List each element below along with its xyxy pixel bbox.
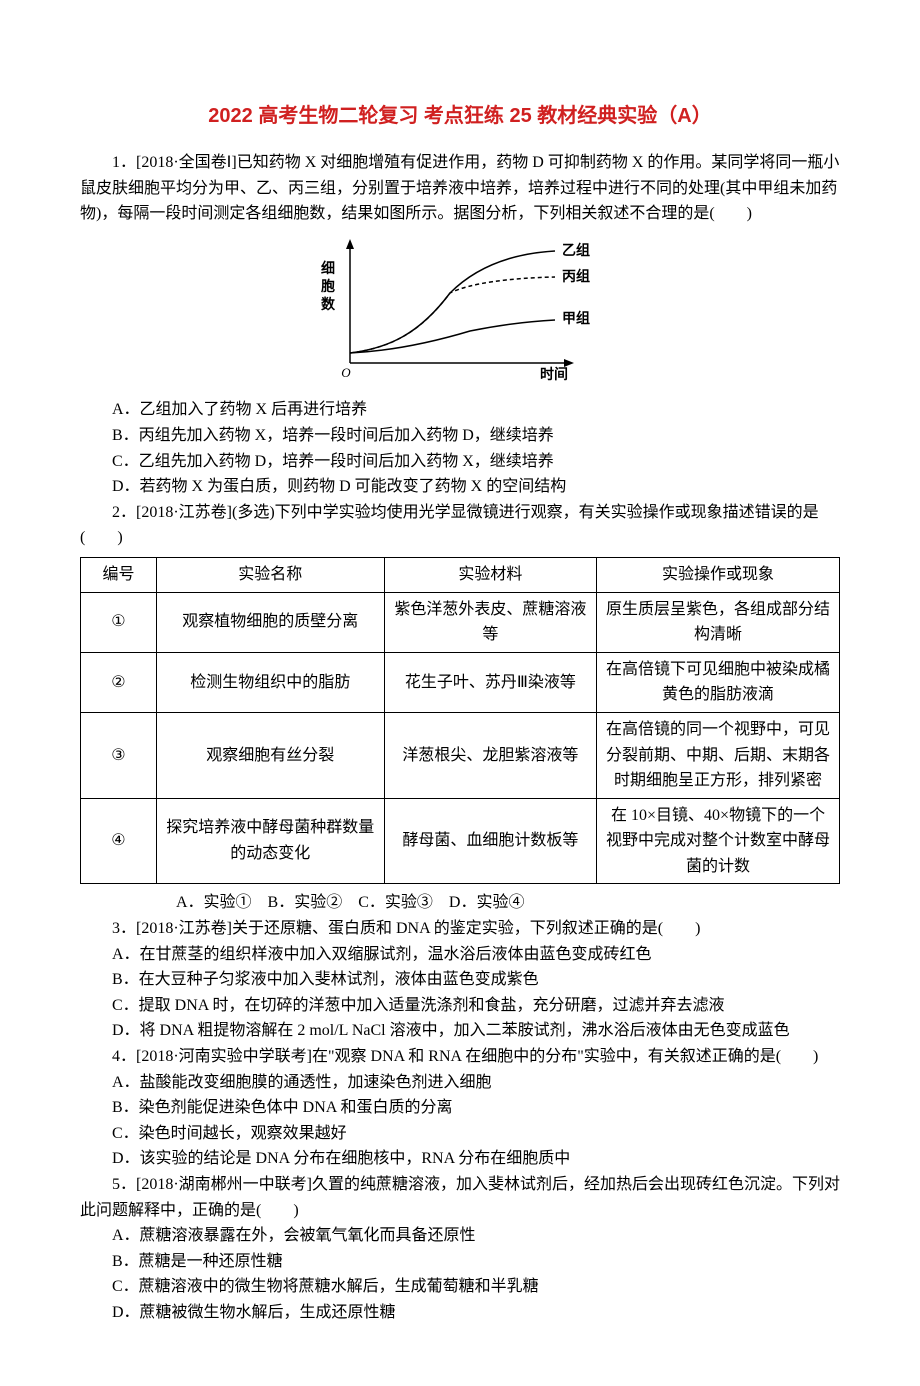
svg-text:胞: 胞: [320, 278, 335, 295]
q1-optC: C．乙组先加入药物 D，培养一段时间后加入药物 X，继续培养: [80, 449, 840, 475]
q1-chart: 细胞数 O 时间 乙组丙组甲组: [80, 233, 840, 392]
q5-stem: 5．[2018·湖南郴州一中联考]久置的纯蔗糖溶液，加入斐林试剂后，经加热后会出…: [80, 1172, 840, 1223]
q4-optC: C．染色时间越长，观察效果越好: [80, 1121, 840, 1147]
q4-optD: D．该实验的结论是 DNA 分布在细胞核中，RNA 分布在细胞质中: [80, 1146, 840, 1172]
table-cell: 原生质层呈紫色，各组成部分结构清晰: [597, 592, 840, 652]
q5-optD: D．蔗糖被微生物水解后，生成还原性糖: [80, 1300, 840, 1326]
q3-optB: B．在大豆种子匀浆液中加入斐林试剂，液体由蓝色变成紫色: [80, 967, 840, 993]
document-page: 2022 高考生物二轮复习 考点狂练 25 教材经典实验（A） 1．[2018·…: [0, 0, 920, 1386]
q3-optD: D．将 DNA 粗提物溶解在 2 mol/L NaCl 溶液中，加入二苯胺试剂，…: [80, 1018, 840, 1044]
q3-stem: 3．[2018·江苏卷]关于还原糖、蛋白质和 DNA 的鉴定实验，下列叙述正确的…: [80, 916, 840, 942]
table-cell: 观察植物细胞的质壁分离: [156, 592, 384, 652]
table-cell: ②: [81, 652, 157, 712]
table-cell: 酵母菌、血细胞计数板等: [384, 798, 597, 884]
table-header-cell: 实验操作或现象: [597, 557, 840, 592]
table-cell: 检测生物组织中的脂肪: [156, 652, 384, 712]
svg-text:甲组: 甲组: [562, 310, 590, 327]
table-header-cell: 实验名称: [156, 557, 384, 592]
svg-text:乙组: 乙组: [562, 242, 590, 259]
q4-stem: 4．[2018·河南实验中学联考]在"观察 DNA 和 RNA 在细胞中的分布"…: [80, 1044, 840, 1070]
table-cell: ③: [81, 712, 157, 798]
svg-text:细: 细: [321, 260, 335, 277]
q3-optC: C．提取 DNA 时，在切碎的洋葱中加入适量洗涤剂和食盐，充分研磨，过滤并弃去滤…: [80, 993, 840, 1019]
q4-optA: A．盐酸能改变细胞膜的通透性，加速染色剂进入细胞: [80, 1070, 840, 1096]
table-header-cell: 编号: [81, 557, 157, 592]
q3-optA: A．在甘蔗茎的组织样液中加入双缩脲试剂，温水浴后液体由蓝色变成砖红色: [80, 942, 840, 968]
table-row: ③观察细胞有丝分裂洋葱根尖、龙胆紫溶液等在高倍镜的同一个视野中，可见分裂前期、中…: [81, 712, 840, 798]
q5-optC: C．蔗糖溶液中的微生物将蔗糖水解后，生成葡萄糖和半乳糖: [80, 1274, 840, 1300]
q1-optB: B．丙组先加入药物 X，培养一段时间后加入药物 D，继续培养: [80, 423, 840, 449]
table-cell: 探究培养液中酵母菌种群数量的动态变化: [156, 798, 384, 884]
table-cell: 洋葱根尖、龙胆紫溶液等: [384, 712, 597, 798]
q2-options: A．实验① B．实验② C．实验③ D．实验④: [80, 890, 840, 916]
growth-chart-svg: 细胞数 O 时间 乙组丙组甲组: [310, 233, 610, 383]
table-cell: 花生子叶、苏丹Ⅲ染液等: [384, 652, 597, 712]
table-cell: ①: [81, 592, 157, 652]
table-cell: 紫色洋葱外表皮、蔗糖溶液等: [384, 592, 597, 652]
q2-stem: 2．[2018·江苏卷](多选)下列中学实验均使用光学显微镜进行观察，有关实验操…: [80, 500, 840, 551]
q4-optB: B．染色剂能促进染色体中 DNA 和蛋白质的分离: [80, 1095, 840, 1121]
table-cell: ④: [81, 798, 157, 884]
q5-optA: A．蔗糖溶液暴露在外，会被氧气氧化而具备还原性: [80, 1223, 840, 1249]
svg-text:时间: 时间: [540, 366, 568, 383]
svg-text:丙组: 丙组: [562, 268, 590, 285]
svg-text:数: 数: [321, 296, 336, 313]
table-cell: 在高倍镜下可见细胞中被染成橘黄色的脂肪液滴: [597, 652, 840, 712]
svg-text:O: O: [341, 365, 351, 380]
table-cell: 观察细胞有丝分裂: [156, 712, 384, 798]
q1-optD: D．若药物 X 为蛋白质，则药物 D 可能改变了药物 X 的空间结构: [80, 474, 840, 500]
table-row: ②检测生物组织中的脂肪花生子叶、苏丹Ⅲ染液等在高倍镜下可见细胞中被染成橘黄色的脂…: [81, 652, 840, 712]
page-title: 2022 高考生物二轮复习 考点狂练 25 教材经典实验（A）: [80, 100, 840, 132]
table-header-cell: 实验材料: [384, 557, 597, 592]
table-cell: 在高倍镜的同一个视野中，可见分裂前期、中期、后期、末期各时期细胞呈正方形，排列紧…: [597, 712, 840, 798]
q1-optA: A．乙组加入了药物 X 后再进行培养: [80, 397, 840, 423]
table-header-row: 编号实验名称实验材料实验操作或现象: [81, 557, 840, 592]
q1-stem: 1．[2018·全国卷Ⅰ]已知药物 X 对细胞增殖有促进作用，药物 D 可抑制药…: [80, 150, 840, 227]
table-row: ①观察植物细胞的质壁分离紫色洋葱外表皮、蔗糖溶液等原生质层呈紫色，各组成部分结构…: [81, 592, 840, 652]
table-row: ④探究培养液中酵母菌种群数量的动态变化酵母菌、血细胞计数板等在 10×目镜、40…: [81, 798, 840, 884]
experiment-table: 编号实验名称实验材料实验操作或现象 ①观察植物细胞的质壁分离紫色洋葱外表皮、蔗糖…: [80, 557, 840, 885]
q5-optB: B．蔗糖是一种还原性糖: [80, 1249, 840, 1275]
table-cell: 在 10×目镜、40×物镜下的一个视野中完成对整个计数室中酵母菌的计数: [597, 798, 840, 884]
